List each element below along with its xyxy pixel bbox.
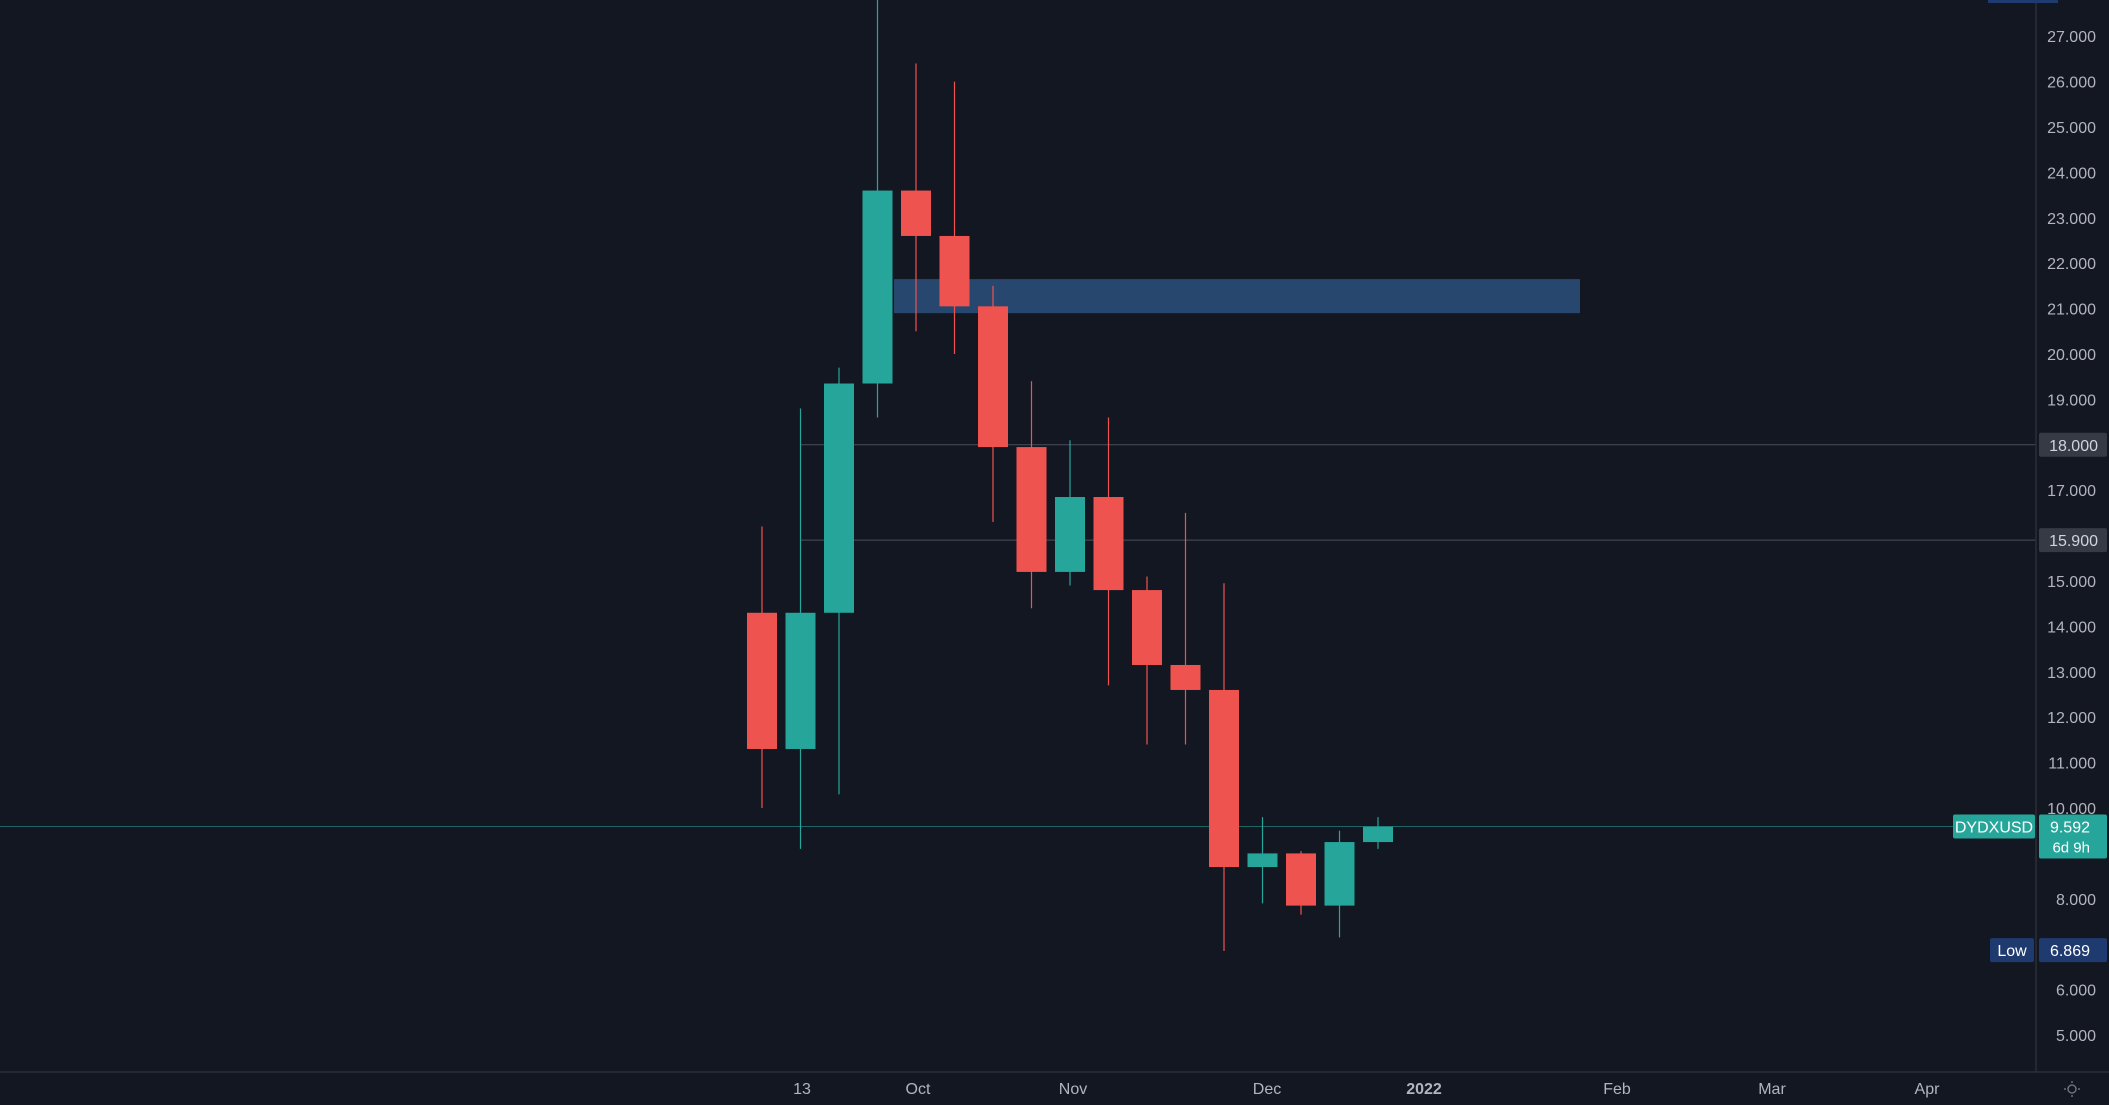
candle[interactable] <box>978 285 1008 522</box>
candle[interactable] <box>1247 817 1278 904</box>
price-axis[interactable]: 5.000 6.000 8.000 10.000 11.000 12.000 13.000 1… <box>2047 29 2096 1045</box>
svg-text:6.869: 6.869 <box>2050 943 2090 960</box>
price-tick-label: 25.000 <box>2047 120 2096 137</box>
candle[interactable] <box>1209 583 1239 952</box>
candle[interactable] <box>1363 817 1393 849</box>
candles-layer <box>747 0 1393 952</box>
time-tick-label: 13 <box>793 1081 811 1098</box>
candle[interactable] <box>1286 851 1316 915</box>
candle[interactable] <box>785 408 816 849</box>
price-tick-label: 26.000 <box>2047 75 2096 92</box>
symbol-tag[interactable]: DYDXUSD <box>1953 814 2035 839</box>
time-tick-label: Apr <box>1915 1081 1941 1098</box>
candle-body <box>1132 590 1162 665</box>
price-tick-label: 17.000 <box>2047 483 2096 500</box>
candle-body <box>1016 447 1047 572</box>
low-marker-tag[interactable]: Low 6.869 <box>1990 938 2107 963</box>
candle[interactable] <box>1055 440 1085 586</box>
time-axis[interactable]: 13 Oct Nov Dec 2022 Feb Mar Apr <box>793 1081 1940 1098</box>
candle-body <box>1170 664 1201 690</box>
candle-body <box>785 612 816 749</box>
last-price-tag[interactable]: 9.592 6d 9h <box>2039 814 2107 859</box>
price-tick-label: 27.000 <box>2047 29 2096 46</box>
price-tick-label: 5.000 <box>2056 1028 2096 1045</box>
price-tags-layer: 18.000 15.900 DYDXUSD 9.592 6d 9h Low 6.869 <box>1953 432 2107 963</box>
price-tick-label: 24.000 <box>2047 165 2096 182</box>
candle[interactable] <box>939 81 970 354</box>
top-marker <box>1988 0 2058 3</box>
price-tick-label: 19.000 <box>2047 392 2096 409</box>
svg-text:DYDXUSD: DYDXUSD <box>1955 820 2033 837</box>
price-tick-label: 12.000 <box>2047 710 2096 727</box>
price-tick-label: 14.000 <box>2047 619 2096 636</box>
price-tick-label: 20.000 <box>2047 347 2096 364</box>
bar-countdown: 6d 9h <box>2052 840 2090 857</box>
time-tick-label: Dec <box>1253 1081 1281 1098</box>
candle-body <box>1286 853 1316 906</box>
price-tick-label: 11.000 <box>2048 756 2096 773</box>
price-tick-label: 6.000 <box>2056 983 2096 1000</box>
level-price-tag[interactable]: 18.000 <box>2039 432 2107 457</box>
candle-body <box>1209 689 1239 868</box>
price-tick-label: 10.000 <box>2047 801 2096 818</box>
candle-body <box>1363 826 1393 843</box>
price-tick-label: 22.000 <box>2047 256 2096 273</box>
price-tick-label: 8.000 <box>2056 892 2096 909</box>
candle-body <box>901 190 931 236</box>
last-price-value: 9.592 <box>2050 820 2090 837</box>
candle-body <box>978 306 1008 448</box>
candle-body <box>939 235 970 307</box>
price-tick-label: 21.000 <box>2047 302 2096 319</box>
time-tick-label: Nov <box>1059 1081 1087 1098</box>
time-tick-label: Mar <box>1758 1081 1786 1098</box>
candle[interactable] <box>1093 417 1124 686</box>
candle-body <box>1093 497 1124 591</box>
zone-layer <box>894 279 1580 314</box>
candle-body <box>747 612 777 749</box>
candle[interactable] <box>824 367 854 795</box>
candle-body <box>1247 853 1278 868</box>
sun-gear-icon[interactable] <box>2064 1081 2080 1097</box>
price-tick-label: 15.000 <box>2047 574 2096 591</box>
time-tick-label: Oct <box>906 1081 931 1098</box>
candle-body <box>1055 497 1085 572</box>
svg-text:15.900: 15.900 <box>2049 533 2098 550</box>
candle[interactable] <box>901 63 931 332</box>
svg-text:Low: Low <box>1997 943 2027 960</box>
time-tick-label: 2022 <box>1406 1081 1442 1098</box>
candle-body <box>824 383 854 613</box>
level-price-tag[interactable]: 15.900 <box>2039 528 2107 553</box>
zone-rectangle[interactable] <box>894 279 1580 314</box>
price-tick-label: 23.000 <box>2047 211 2096 228</box>
candle[interactable] <box>1324 830 1355 938</box>
candle[interactable] <box>747 526 777 808</box>
candle-body <box>862 190 893 384</box>
price-tick-label: 13.000 <box>2047 665 2096 682</box>
candle[interactable] <box>1170 512 1201 745</box>
candle[interactable] <box>1016 381 1047 609</box>
time-tick-label: Feb <box>1603 1081 1631 1098</box>
candle-body <box>1324 842 1355 906</box>
candle[interactable] <box>862 0 893 418</box>
svg-text:18.000: 18.000 <box>2049 438 2098 455</box>
candle[interactable] <box>1132 576 1162 745</box>
